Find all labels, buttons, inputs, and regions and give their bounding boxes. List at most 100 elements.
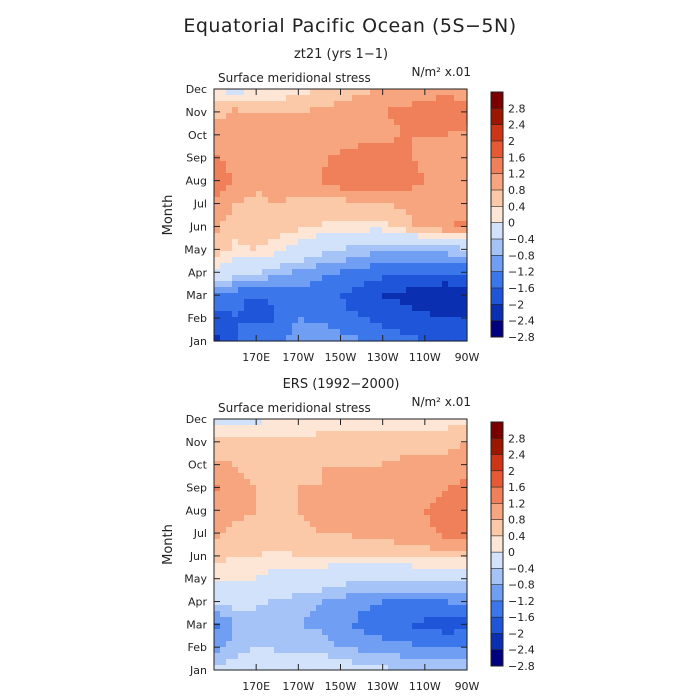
heatmap-cell [328, 89, 335, 96]
heatmap-cell [268, 653, 275, 660]
heatmap-cell [448, 173, 455, 180]
heatmap-cell [292, 437, 299, 444]
heatmap-cell [340, 215, 347, 222]
heatmap-cell [292, 431, 299, 438]
heatmap-cell [322, 335, 329, 342]
heatmap-cell [454, 125, 461, 132]
heatmap-cell [214, 641, 221, 648]
heatmap-cell [214, 161, 221, 168]
heatmap-cell [322, 107, 329, 114]
heatmap-cell [280, 263, 287, 270]
heatmap-cell [304, 593, 311, 600]
heatmap-cell [412, 335, 419, 342]
heatmap-cell [406, 173, 413, 180]
heatmap-cell [376, 605, 383, 612]
heatmap-cell [298, 221, 305, 228]
heatmap-cell [304, 221, 311, 228]
heatmap-cell [226, 137, 233, 144]
heatmap-cell [382, 263, 389, 270]
heatmap-cell [412, 443, 419, 450]
heatmap-cell [352, 665, 359, 671]
heatmap-cell [310, 95, 317, 102]
heatmap-cell [328, 155, 335, 162]
heatmap-cell [364, 557, 371, 564]
heatmap-cell [250, 491, 257, 498]
heatmap-cell [346, 503, 353, 510]
heatmap-cell [436, 239, 443, 246]
heatmap-cell [406, 323, 413, 330]
heatmap-cell [226, 197, 233, 204]
heatmap-cell [346, 131, 353, 138]
heatmap-cell [448, 629, 455, 636]
heatmap-cell [382, 527, 389, 534]
heatmap-cell [358, 473, 365, 480]
heatmap-cell [364, 185, 371, 192]
heatmap-cell [376, 269, 383, 276]
heatmap-cell [280, 623, 287, 630]
heatmap-cell [250, 245, 257, 252]
heatmap-cell [352, 437, 359, 444]
heatmap-cell [442, 665, 449, 671]
heatmap-cell [442, 587, 449, 594]
heatmap-cell [262, 299, 269, 306]
heatmap-cell [394, 119, 401, 126]
heatmap-cell [376, 311, 383, 318]
heatmap-cell [310, 191, 317, 198]
heatmap-cell [262, 155, 269, 162]
heatmap-cell [238, 281, 245, 288]
heatmap-cell [244, 461, 251, 468]
heatmap-cell [220, 539, 227, 546]
heatmap-cell [238, 305, 245, 312]
heatmap-cell [418, 485, 425, 492]
heatmap-cell [274, 569, 281, 576]
heatmap-cell [388, 623, 395, 630]
heatmap-cell [424, 467, 431, 474]
heatmap-cell [382, 587, 389, 594]
heatmap-cell [418, 581, 425, 588]
heatmap-cell [406, 509, 413, 516]
units-label: N/m² x.01 [411, 395, 471, 409]
heatmap-cell [316, 239, 323, 246]
heatmap-cell [394, 665, 401, 671]
heatmap-cell [364, 515, 371, 522]
heatmap-cell [448, 239, 455, 246]
heatmap-cell [364, 323, 371, 330]
heatmap-cell [454, 443, 461, 450]
heatmap-cell [226, 521, 233, 528]
heatmap-cell [352, 611, 359, 618]
heatmap-cell [310, 101, 317, 108]
heatmap-cell [394, 185, 401, 192]
heatmap-cell [214, 527, 221, 534]
heatmap-cell [460, 539, 467, 546]
heatmap-cell [310, 545, 317, 552]
heatmap-cell [388, 437, 395, 444]
heatmap-cell [400, 233, 407, 240]
heatmap-cell [442, 131, 449, 138]
heatmap-cell [256, 527, 263, 534]
heatmap-cell [262, 545, 269, 552]
heatmap-cell [274, 647, 281, 654]
heatmap-cell [436, 611, 443, 618]
heatmap-cell [298, 443, 305, 450]
heatmap-cell [394, 545, 401, 552]
heatmap-cell [304, 641, 311, 648]
heatmap-cell [232, 455, 239, 462]
heatmap-cell [412, 113, 419, 120]
heatmap-cell [328, 101, 335, 108]
heatmap-cell [322, 323, 329, 330]
heatmap-cell [406, 269, 413, 276]
heatmap-cell [346, 95, 353, 102]
heatmap-cell [256, 509, 263, 516]
heatmap-cell [394, 281, 401, 288]
heatmap-cell [322, 281, 329, 288]
colorbar-label: 0.4 [508, 530, 526, 543]
heatmap-cell [286, 509, 293, 516]
heatmap-cell [220, 641, 227, 648]
heatmap-cell [226, 167, 233, 174]
heatmap-cell [286, 659, 293, 666]
heatmap-cell [388, 551, 395, 558]
heatmap-cell [274, 131, 281, 138]
heatmap-cell [448, 329, 455, 336]
heatmap-cell [364, 467, 371, 474]
heatmap-cell [424, 155, 431, 162]
